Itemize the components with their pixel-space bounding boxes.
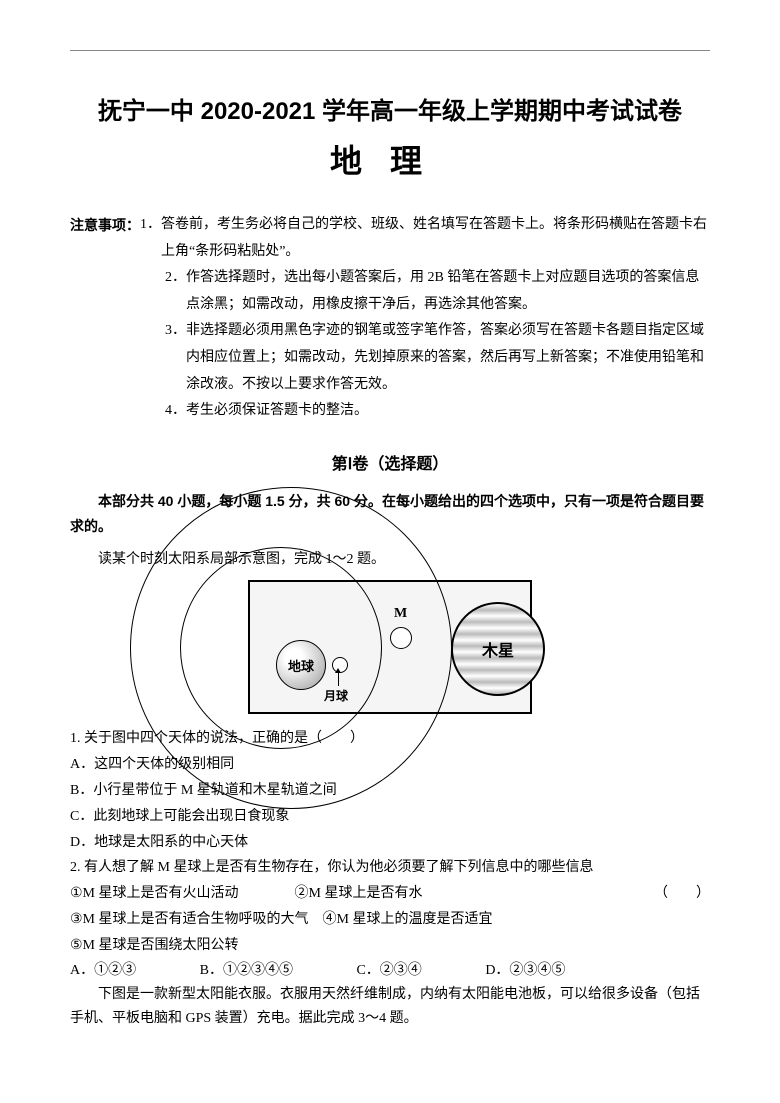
q2-circled-line-2: ③M 星球上是否有适合生物呼吸的大气 ④M 星球上的温度是否适宜: [70, 908, 710, 932]
context-2: 下图是一款新型太阳能衣服。衣服用天然纤维制成，内纳有太阳能电池板，可以给很多设备…: [70, 983, 710, 1031]
note-num: 4．: [165, 398, 186, 425]
q1-option-c: C．此刻地球上可能会出现日食现象: [70, 805, 710, 829]
top-divider: [70, 50, 710, 51]
section-1-title: 第Ⅰ卷（选择题）: [70, 450, 710, 474]
q2-option-a: A．①②③: [70, 963, 136, 978]
note-item-2: 2． 作答选择题时，选出每小题答案后，用 2B 铅笔在答题卡上对应题目选项的答案…: [70, 265, 710, 318]
note-item-3: 3． 非选择题必须用黑色字迹的钢笔或签字笔作答，答案必须写在答题卡各题目指定区域…: [70, 318, 710, 398]
note-text: 作答选择题时，选出每小题答案后，用 2B 铅笔在答题卡上对应题目选项的答案信息点…: [186, 265, 710, 318]
q2-options-row: A．①②③ B．①②③④⑤ C．②③④ D．②③④⑤: [70, 959, 710, 983]
note-item-4: 4． 考生必须保证答题卡的整洁。: [70, 398, 710, 425]
subject-title: 地理: [70, 136, 710, 182]
diagram-container: 地球 月球 M 木星: [70, 580, 710, 719]
main-title: 抚宁一中 2020-2021 学年高一年级上学期期中考试试卷: [70, 91, 710, 126]
note-num: 3．: [165, 318, 186, 345]
q1-option-b: B．小行星带位于 M 星轨道和木星轨道之间: [70, 779, 710, 803]
m-star-label: M: [394, 606, 407, 622]
q2-answer-blank: （ ）: [654, 882, 710, 906]
moon-arrow-icon: [338, 672, 339, 686]
q1-option-d: D．地球是太阳系的中心天体: [70, 831, 710, 855]
note-text: 答卷前，考生务必将自己的学校、班级、姓名填写在答题卡上。将条形码横贴在答题卡右上…: [161, 212, 710, 265]
moon-label: 月球: [324, 687, 348, 704]
q2-option-b: B．①②③④⑤: [200, 963, 293, 978]
notes-label: 注意事项：: [70, 212, 140, 239]
notes-block: 注意事项： 1． 答卷前，考生务必将自己的学校、班级、姓名填写在答题卡上。将条形…: [70, 212, 710, 425]
jupiter-body: 木星: [451, 602, 545, 696]
note-item-1: 注意事项： 1． 答卷前，考生务必将自己的学校、班级、姓名填写在答题卡上。将条形…: [70, 212, 710, 265]
q2-option-d: D．②③④⑤: [485, 963, 565, 978]
q2-circled-line-1: ①M 星球上是否有火山活动 ②M 星球上是否有水 （ ）: [70, 882, 710, 906]
q2-stem: 2. 有人想了解 M 星球上是否有生物存在，你认为他必须要了解下列信息中的哪些信…: [70, 856, 710, 880]
solar-system-diagram: 地球 月球 M 木星: [248, 580, 532, 714]
exam-page: 抚宁一中 2020-2021 学年高一年级上学期期中考试试卷 地理 注意事项： …: [0, 0, 780, 1103]
q2-opts-1: ①M 星球上是否有火山活动 ②M 星球上是否有水: [70, 886, 422, 901]
note-text: 非选择题必须用黑色字迹的钢笔或签字笔作答，答案必须写在答题卡各题目指定区域内相应…: [186, 318, 710, 398]
note-text: 考生必须保证答题卡的整洁。: [186, 398, 710, 425]
note-num: 2．: [165, 265, 186, 292]
earth-body: 地球: [276, 640, 326, 690]
q2-option-c: C．②③④: [356, 963, 421, 978]
note-num: 1．: [140, 212, 161, 239]
q2-circled-line-3: ⑤M 星球是否围绕太阳公转: [70, 934, 710, 958]
